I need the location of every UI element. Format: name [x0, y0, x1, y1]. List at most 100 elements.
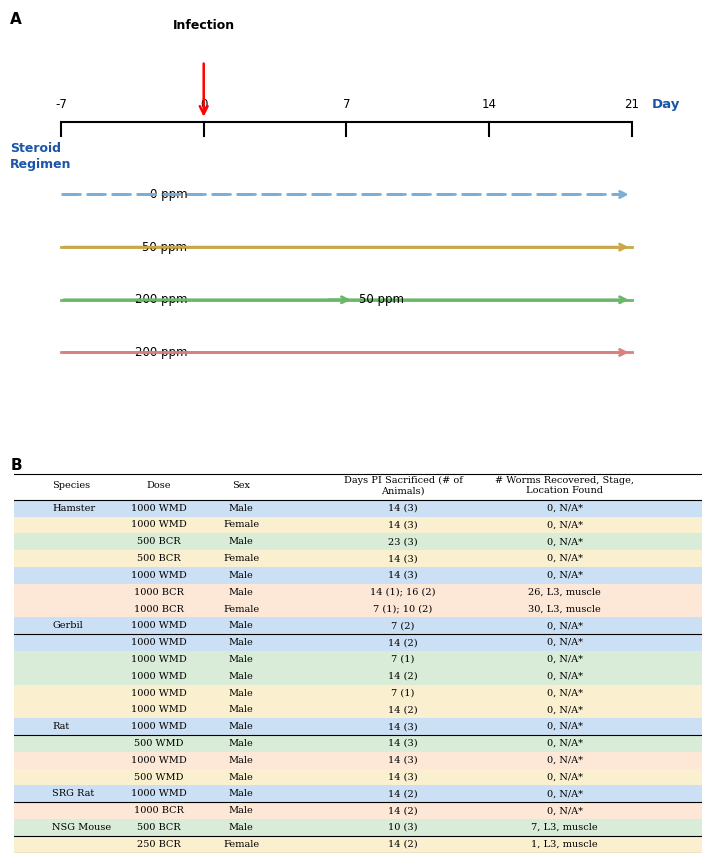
Bar	[14, 819, 702, 836]
Text: 200 ppm: 200 ppm	[135, 346, 188, 359]
Text: 0, N/A*: 0, N/A*	[547, 504, 583, 512]
Text: Day: Day	[652, 99, 680, 111]
Text: Male: Male	[229, 772, 254, 782]
Text: 1000 BCR: 1000 BCR	[134, 604, 184, 614]
Text: 7: 7	[342, 99, 350, 111]
Text: Gerbil: Gerbil	[52, 621, 83, 630]
Text: Days PI Sacrificed (# of
Animals): Days PI Sacrificed (# of Animals)	[344, 476, 463, 495]
Text: 0, N/A*: 0, N/A*	[547, 789, 583, 799]
Text: 26, L3, muscle: 26, L3, muscle	[528, 588, 601, 596]
Text: 0, N/A*: 0, N/A*	[547, 806, 583, 815]
Text: 0, N/A*: 0, N/A*	[547, 638, 583, 647]
Text: 0: 0	[200, 99, 207, 111]
Text: Male: Male	[229, 688, 254, 698]
Text: 7, L3, muscle: 7, L3, muscle	[531, 823, 598, 832]
Text: 14 (2): 14 (2)	[388, 705, 418, 715]
Text: 7 (1); 10 (2): 7 (1); 10 (2)	[374, 604, 433, 614]
Text: 0, N/A*: 0, N/A*	[547, 756, 583, 764]
Bar	[14, 567, 702, 584]
Text: Dose: Dose	[146, 481, 171, 490]
Text: 0, N/A*: 0, N/A*	[547, 772, 583, 782]
Text: 14 (3): 14 (3)	[388, 756, 418, 764]
Text: 1000 WMD: 1000 WMD	[131, 520, 187, 530]
Bar	[14, 634, 702, 651]
Text: 14 (2): 14 (2)	[388, 806, 418, 815]
Text: 50 ppm: 50 ppm	[359, 293, 404, 306]
Text: NSG Mouse: NSG Mouse	[52, 823, 111, 832]
Bar	[14, 651, 702, 668]
Text: 14 (3): 14 (3)	[388, 739, 418, 748]
Text: 0, N/A*: 0, N/A*	[547, 537, 583, 546]
Text: 0, N/A*: 0, N/A*	[547, 705, 583, 715]
Text: 500 WMD: 500 WMD	[134, 772, 183, 782]
Bar	[14, 517, 702, 533]
Text: Infection: Infection	[173, 20, 235, 33]
Text: Male: Male	[229, 571, 254, 580]
Text: Male: Male	[229, 537, 254, 546]
Text: 200 ppm: 200 ppm	[135, 293, 188, 306]
Text: Female: Female	[223, 554, 260, 563]
Bar	[14, 752, 702, 769]
Text: A: A	[10, 12, 22, 27]
Bar	[14, 668, 702, 685]
Text: 500 WMD: 500 WMD	[134, 739, 183, 748]
Bar	[14, 802, 702, 819]
Text: Sex: Sex	[232, 481, 250, 490]
Text: Rat: Rat	[52, 722, 69, 731]
Text: 500 BCR: 500 BCR	[137, 823, 180, 832]
Text: Male: Male	[229, 756, 254, 764]
Text: 14 (3): 14 (3)	[388, 520, 418, 530]
Text: 14 (2): 14 (2)	[388, 638, 418, 647]
Text: 14 (3): 14 (3)	[388, 504, 418, 512]
Text: 0, N/A*: 0, N/A*	[547, 722, 583, 731]
Text: 14 (3): 14 (3)	[388, 571, 418, 580]
Text: 7 (1): 7 (1)	[391, 655, 415, 664]
Text: B: B	[11, 458, 22, 474]
Bar	[14, 718, 702, 735]
Text: SRG Rat: SRG Rat	[52, 789, 94, 799]
Text: Male: Male	[229, 672, 254, 680]
Text: 500 BCR: 500 BCR	[137, 554, 180, 563]
Text: 1000 WMD: 1000 WMD	[131, 655, 187, 664]
Text: 14 (2): 14 (2)	[388, 789, 418, 799]
Text: 14 (3): 14 (3)	[388, 554, 418, 563]
Text: Hamster: Hamster	[52, 504, 96, 512]
Text: Male: Male	[229, 789, 254, 799]
Text: 7 (2): 7 (2)	[391, 621, 415, 630]
Bar	[14, 584, 702, 601]
Text: 30, L3, muscle: 30, L3, muscle	[528, 604, 601, 614]
Text: 14 (3): 14 (3)	[388, 772, 418, 782]
Text: 21: 21	[624, 99, 639, 111]
Text: 1000 WMD: 1000 WMD	[131, 756, 187, 764]
Text: 1000 WMD: 1000 WMD	[131, 705, 187, 715]
Text: 1000 WMD: 1000 WMD	[131, 688, 187, 698]
Bar	[14, 769, 702, 786]
Text: Male: Male	[229, 823, 254, 832]
Text: 1000 WMD: 1000 WMD	[131, 638, 187, 647]
Text: 1000 WMD: 1000 WMD	[131, 789, 187, 799]
Text: Male: Male	[229, 638, 254, 647]
Text: Male: Male	[229, 621, 254, 630]
Text: 7 (1): 7 (1)	[391, 688, 415, 698]
Text: 14: 14	[481, 99, 496, 111]
Text: 0, N/A*: 0, N/A*	[547, 739, 583, 748]
Text: 1, L3, muscle: 1, L3, muscle	[531, 840, 598, 848]
Text: 23 (3): 23 (3)	[388, 537, 418, 546]
Text: 1000 BCR: 1000 BCR	[134, 588, 184, 596]
Text: Male: Male	[229, 655, 254, 664]
Text: 0, N/A*: 0, N/A*	[547, 520, 583, 530]
Text: 14 (1); 16 (2): 14 (1); 16 (2)	[370, 588, 436, 596]
Bar	[14, 735, 702, 752]
Bar	[14, 617, 702, 634]
Text: Female: Female	[223, 604, 260, 614]
Text: 1000 WMD: 1000 WMD	[131, 722, 187, 731]
Bar	[14, 836, 702, 853]
Bar	[14, 550, 702, 567]
Text: 50 ppm: 50 ppm	[143, 241, 188, 254]
Text: Male: Male	[229, 705, 254, 715]
Text: 1000 BCR: 1000 BCR	[134, 806, 184, 815]
Text: Steroid
Regimen: Steroid Regimen	[10, 141, 72, 171]
Text: # Worms Recovered, Stage,
Location Found: # Worms Recovered, Stage, Location Found	[496, 476, 634, 495]
Bar	[14, 601, 702, 617]
Text: Female: Female	[223, 520, 260, 530]
